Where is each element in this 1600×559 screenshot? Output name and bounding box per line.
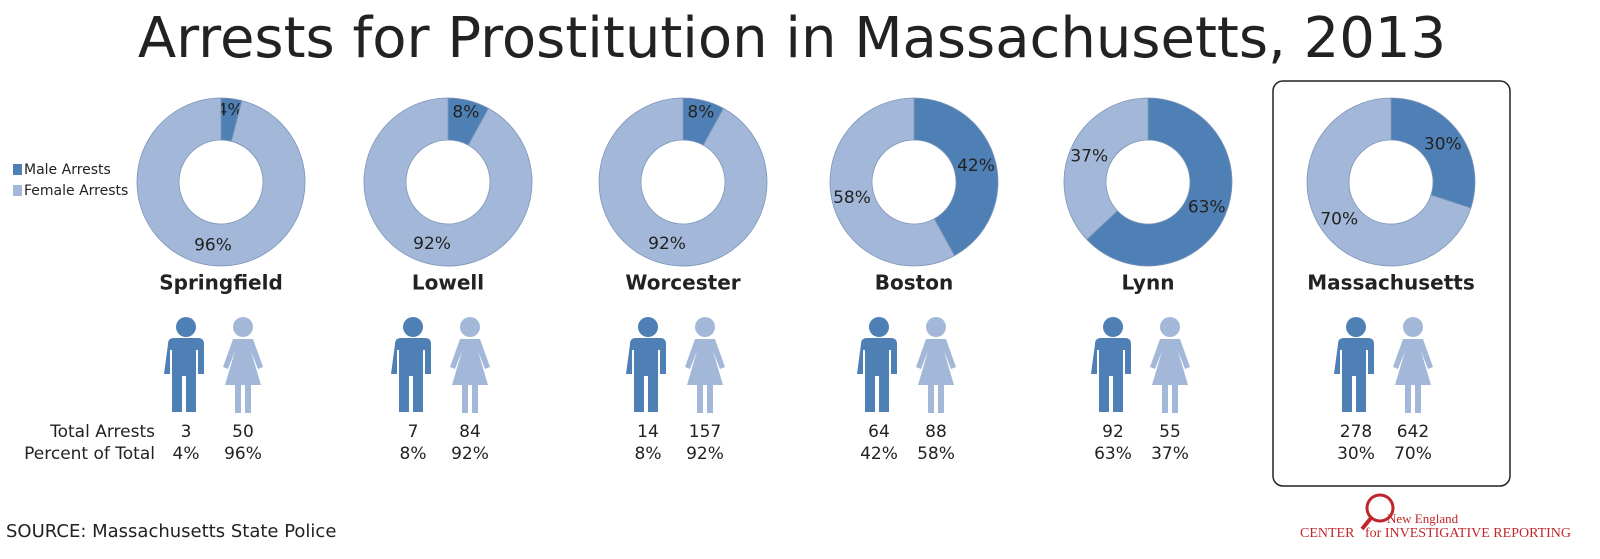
donut-segment	[913, 97, 999, 257]
city-name: Springfield	[159, 271, 283, 295]
male-icon	[164, 338, 204, 412]
title: Arrests for Prostitution in Massachusett…	[138, 6, 1446, 71]
female-icon	[223, 339, 263, 413]
data-label: 58%	[833, 188, 871, 208]
city-name: Boston	[875, 271, 953, 295]
male-icon	[857, 338, 897, 412]
logo: New England CENTER for INVESTIGATIVE REP…	[1300, 493, 1571, 541]
city-name: Lowell	[412, 271, 484, 295]
total-arrests: 157	[689, 422, 721, 442]
city-name: Worcester	[625, 271, 740, 295]
total-arrests: 3	[181, 422, 192, 442]
male-icon	[1103, 317, 1123, 337]
data-label: 42%	[957, 156, 995, 176]
percent-of-total: 4%	[173, 444, 200, 464]
percent-of-total: 96%	[224, 444, 262, 464]
female-icon	[1150, 339, 1190, 413]
highlight-box	[1272, 80, 1511, 487]
male-icon	[1346, 317, 1366, 337]
legend-swatch	[13, 185, 22, 196]
female-icon	[695, 317, 715, 337]
female-icon	[233, 317, 253, 337]
male-icon	[1091, 338, 1131, 412]
percent-of-total: 37%	[1151, 444, 1189, 464]
total-arrests: 278	[1340, 422, 1372, 442]
percent-of-total: 58%	[917, 444, 955, 464]
data-label: 8%	[452, 102, 479, 122]
data-label: 96%	[194, 235, 232, 255]
legend-label: Female Arrests	[24, 183, 128, 199]
female-icon	[916, 339, 956, 413]
total-arrests: 84	[459, 422, 481, 442]
logo-text: for INVESTIGATIVE REPORTING	[1365, 526, 1571, 541]
total-arrests: 14	[637, 422, 659, 442]
legend-label: Male Arrests	[24, 162, 111, 178]
donut-segment	[1086, 97, 1233, 267]
male-icon	[626, 338, 666, 412]
data-label: 37%	[1070, 147, 1108, 167]
total-arrests: 642	[1397, 422, 1429, 442]
logo-icon	[1360, 516, 1373, 531]
female-icon	[1160, 317, 1180, 337]
percent-of-total: 42%	[860, 444, 898, 464]
donut-segment	[136, 97, 306, 267]
row-label: Total Arrests	[49, 422, 155, 442]
percent-of-total: 92%	[451, 444, 489, 464]
logo-text: New England	[1387, 511, 1459, 526]
source: SOURCE: Massachusetts State Police	[6, 521, 336, 542]
donut-segment	[1390, 97, 1476, 209]
data-label: 92%	[648, 234, 686, 254]
female-icon	[1393, 339, 1433, 413]
legend-swatch	[13, 164, 22, 175]
percent-of-total: 8%	[635, 444, 662, 464]
male-icon	[1334, 338, 1374, 412]
percent-of-total: 8%	[400, 444, 427, 464]
donut-segment	[1306, 97, 1472, 267]
male-icon	[403, 317, 423, 337]
total-arrests: 88	[925, 422, 947, 442]
percent-of-total: 30%	[1337, 444, 1375, 464]
donut-segment	[1063, 97, 1149, 241]
row-label: Percent of Total	[24, 444, 155, 464]
male-icon	[638, 317, 658, 337]
city-name: Lynn	[1122, 271, 1175, 295]
donut-segment	[598, 97, 768, 267]
donut-segment	[829, 97, 956, 267]
male-icon	[391, 338, 431, 412]
percent-of-total: 63%	[1094, 444, 1132, 464]
data-label: 4%	[217, 101, 244, 121]
total-arrests: 92	[1102, 422, 1124, 442]
city-name: Massachusetts	[1307, 271, 1475, 295]
male-icon	[869, 317, 889, 337]
donut-segment	[363, 97, 533, 267]
female-icon	[926, 317, 946, 337]
total-arrests: 50	[232, 422, 254, 442]
data-label: 8%	[687, 102, 714, 122]
female-icon	[450, 339, 490, 413]
data-label: 30%	[1424, 134, 1462, 154]
percent-of-total: 92%	[686, 444, 724, 464]
total-arrests: 64	[868, 422, 890, 442]
logo-text: CENTER	[1300, 526, 1355, 541]
total-arrests: 7	[408, 422, 419, 442]
female-icon	[460, 317, 480, 337]
female-icon	[685, 339, 725, 413]
data-label: 63%	[1188, 197, 1226, 217]
percent-of-total: 70%	[1394, 444, 1432, 464]
female-icon	[1403, 317, 1423, 337]
male-icon	[176, 317, 196, 337]
logo-icon	[1365, 493, 1395, 523]
total-arrests: 55	[1159, 422, 1181, 442]
data-label: 92%	[413, 234, 451, 254]
data-label: 70%	[1320, 210, 1358, 230]
